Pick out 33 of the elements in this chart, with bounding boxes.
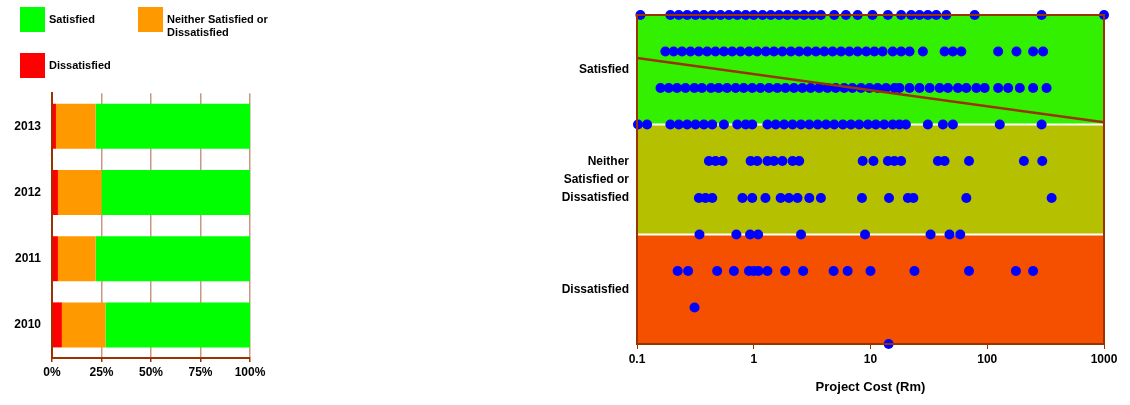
bar xyxy=(52,236,58,282)
x-tick-label: 1 xyxy=(750,351,758,366)
legend-label: Satisfied xyxy=(49,12,95,26)
bar xyxy=(95,103,250,149)
band-label: Satisfied xyxy=(578,62,629,77)
x-tick-label: 1000 xyxy=(1090,351,1118,366)
band-label: Dissatisfied xyxy=(561,281,629,296)
legend-label: Dissatisfied xyxy=(49,57,111,72)
legend-label: Neither Satisfied or Dissatisfied xyxy=(167,12,269,39)
y-tick-label: 2013 xyxy=(14,118,42,133)
bar xyxy=(52,302,62,348)
x-tick-label: 75% xyxy=(188,364,213,379)
y-tick-label: 2011 xyxy=(14,251,42,266)
bar xyxy=(52,169,58,216)
bar xyxy=(57,169,102,216)
x-tick-label: 10 xyxy=(863,351,878,366)
bar xyxy=(105,302,250,348)
y-tick-label: 2012 xyxy=(14,184,42,199)
x-tick-label: 100% xyxy=(234,364,266,379)
x-axis-title: Project Cost (Rm) xyxy=(815,378,926,394)
bar xyxy=(52,103,56,149)
x-tick-label: 25% xyxy=(89,364,114,379)
x-tick-label: 0.1 xyxy=(628,351,646,366)
bar xyxy=(61,302,106,348)
y-tick-label: 2010 xyxy=(14,317,42,332)
bar xyxy=(101,169,250,216)
x-tick-label: 50% xyxy=(138,364,164,379)
bar xyxy=(55,103,96,149)
bar xyxy=(57,236,96,282)
x-tick-label: 0% xyxy=(43,364,61,379)
x-tick-label: 100 xyxy=(977,351,998,366)
bar xyxy=(95,236,250,282)
band-label: Neither Satisfied or Dissatisfied xyxy=(561,153,630,204)
